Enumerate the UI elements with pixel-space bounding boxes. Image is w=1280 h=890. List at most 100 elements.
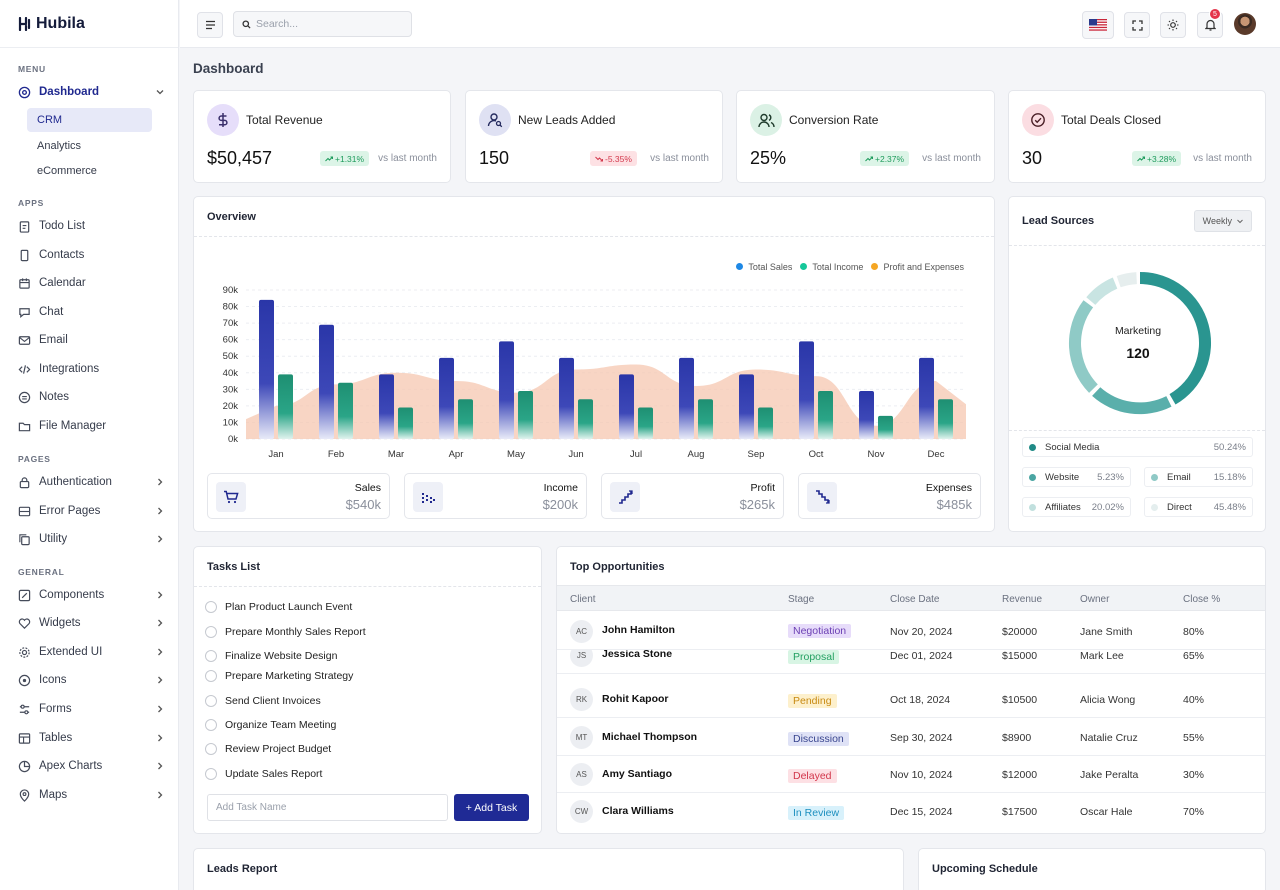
bar-total-sales <box>559 357 574 439</box>
legend-item[interactable]: Total Income <box>800 262 863 272</box>
task-checkbox[interactable] <box>205 719 217 731</box>
task-checkbox[interactable] <box>205 650 217 662</box>
task-item[interactable]: Prepare Monthly Sales Report <box>205 626 366 638</box>
hamburger-icon <box>205 20 215 30</box>
card-title: Upcoming Schedule <box>932 863 1038 875</box>
sidebar-item-icons[interactable]: Icons <box>18 669 164 691</box>
column-header[interactable]: Close Date <box>890 594 940 605</box>
task-checkbox[interactable] <box>205 670 217 682</box>
close-date: Sep 30, 2024 <box>890 732 953 744</box>
task-checkbox[interactable] <box>205 695 217 707</box>
sidebar-item-label: Notes <box>39 391 70 403</box>
sidebar-subitem-crm[interactable]: CRM <box>27 108 152 132</box>
search-box[interactable]: Search... <box>233 11 412 37</box>
sidebar-item-utility[interactable]: Utility <box>18 528 164 550</box>
sidebar-subitem-analytics[interactable]: Analytics <box>37 140 82 152</box>
legend-item[interactable]: Profit and Expenses <box>871 262 964 272</box>
sidebar-item-dashboard[interactable]: Dashboard <box>18 81 164 103</box>
task-item[interactable]: Update Sales Report <box>205 768 322 780</box>
table-row[interactable]: AS Amy Santiago Delayed Nov 10, 2024 $12… <box>557 756 1265 793</box>
donut-segment-email[interactable] <box>1068 300 1098 393</box>
sidebar-item-apex-charts[interactable]: Apex Charts <box>18 755 164 777</box>
fullscreen-button[interactable] <box>1124 12 1150 38</box>
lead-source-affiliates[interactable]: Affiliates 20.02% <box>1022 497 1131 517</box>
bar-total-income <box>518 390 533 439</box>
owner: Oscar Hale <box>1080 806 1133 818</box>
table-row[interactable]: MT Michael Thompson Discussion Sep 30, 2… <box>557 719 1265 756</box>
task-item[interactable]: Organize Team Meeting <box>205 719 336 731</box>
task-checkbox[interactable] <box>205 601 217 613</box>
stat-change-badge: -5.35% <box>590 151 637 166</box>
sidebar-item-chat[interactable]: Chat <box>18 301 164 323</box>
task-item[interactable]: Send Client Invoices <box>205 695 321 707</box>
legend-item[interactable]: Total Sales <box>736 262 792 272</box>
table-row[interactable]: CW Clara Williams In Review Dec 15, 2024… <box>557 793 1265 830</box>
y-tick-label: 30k <box>223 384 239 395</box>
stat-change-badge: +1.31% <box>320 151 370 166</box>
search-input[interactable]: Search... <box>256 18 299 30</box>
sidebar-item-email[interactable]: Email <box>18 329 164 351</box>
stat-icon-tile <box>610 482 640 512</box>
sidebar-item-tables[interactable]: Tables <box>18 727 164 749</box>
stat-icon-circle <box>750 104 782 136</box>
revenue: $20000 <box>1002 626 1038 638</box>
notifications-button[interactable]: 5 <box>1197 8 1223 38</box>
table-row[interactable]: JS Jessica Stone Proposal Dec 01, 2024 $… <box>557 650 1265 674</box>
x-tick-label: Feb <box>328 449 344 460</box>
lead-source-email[interactable]: Email 15.18% <box>1144 467 1253 487</box>
task-item[interactable]: Review Project Budget <box>205 743 331 755</box>
task-name-input[interactable]: Add Task Name <box>207 794 448 821</box>
donut-segment-social-media[interactable] <box>1140 272 1212 405</box>
sidebar-item-integrations[interactable]: Integrations <box>18 358 164 380</box>
theme-toggle-button[interactable] <box>1160 12 1186 38</box>
x-tick-label: Jan <box>268 449 283 460</box>
stat-card-revenue: Total Revenue $50,457 +1.31% vs last mon… <box>193 90 451 183</box>
bar-total-sales <box>619 374 634 439</box>
task-checkbox[interactable] <box>205 626 217 638</box>
pen-square-icon <box>18 589 31 601</box>
sidebar-item-notes[interactable]: Notes <box>18 386 164 408</box>
column-header[interactable]: Revenue <box>1002 594 1043 605</box>
add-task-button[interactable]: + Add Task <box>454 794 529 821</box>
lead-source-direct[interactable]: Direct 45.48% <box>1144 497 1253 517</box>
period-dropdown[interactable]: Weekly <box>1193 210 1252 232</box>
menu-toggle-button[interactable] <box>197 12 223 38</box>
sidebar-item-calendar[interactable]: Calendar <box>18 272 164 294</box>
sidebar-subitem-ecommerce[interactable]: eCommerce <box>37 165 97 177</box>
language-button[interactable] <box>1082 11 1114 39</box>
client-name: Jessica Stone <box>602 650 673 660</box>
sidebar-item-todo[interactable]: Todo List <box>18 215 164 237</box>
bar-total-income <box>398 407 413 439</box>
sidebar-item-widgets[interactable]: Widgets <box>18 612 164 634</box>
donut-segment-website[interactable] <box>1092 387 1172 415</box>
sidebar-item-forms[interactable]: Forms <box>18 698 164 720</box>
column-header[interactable]: Close % <box>1183 594 1221 605</box>
task-item[interactable]: Prepare Marketing Strategy <box>205 670 353 682</box>
column-header[interactable]: Owner <box>1080 594 1110 605</box>
revenue: $17500 <box>1002 806 1038 818</box>
sidebar-item-maps[interactable]: Maps <box>18 784 164 806</box>
sidebar-item-authentication[interactable]: Authentication <box>18 471 164 493</box>
sidebar-item-contacts[interactable]: Contacts <box>18 244 164 266</box>
column-header[interactable]: Client <box>570 594 596 605</box>
table-row[interactable]: AC John Hamilton Negotiation Nov 20, 202… <box>557 613 1265 650</box>
donut-segment-direct[interactable] <box>1116 272 1137 288</box>
sidebar-item-extended-ui[interactable]: Extended UI <box>18 641 164 663</box>
user-avatar[interactable] <box>1234 13 1256 35</box>
task-checkbox[interactable] <box>205 743 217 755</box>
lead-source-name: Email <box>1167 471 1191 483</box>
donut-segment-affiliates[interactable] <box>1086 277 1118 305</box>
lead-source-social-media[interactable]: Social Media 50.24% <box>1022 437 1253 457</box>
stat-label: Total Deals Closed <box>1061 113 1162 127</box>
column-header[interactable]: Stage <box>788 594 815 605</box>
task-item[interactable]: Finalize Website Design <box>205 650 337 662</box>
lead-source-website[interactable]: Website 5.23% <box>1022 467 1131 487</box>
task-item[interactable]: Plan Product Launch Event <box>205 601 352 613</box>
sidebar-item-error-pages[interactable]: Error Pages <box>18 500 164 522</box>
table-row[interactable]: RK Rohit Kapoor Pending Oct 18, 2024 $10… <box>557 681 1265 718</box>
sidebar-item-components[interactable]: Components <box>18 584 164 606</box>
task-checkbox[interactable] <box>205 768 217 780</box>
summary-profit: Profit $265k <box>601 473 784 519</box>
sidebar-item-file-manager[interactable]: File Manager <box>18 415 164 437</box>
brand[interactable]: Hubila <box>0 0 178 48</box>
